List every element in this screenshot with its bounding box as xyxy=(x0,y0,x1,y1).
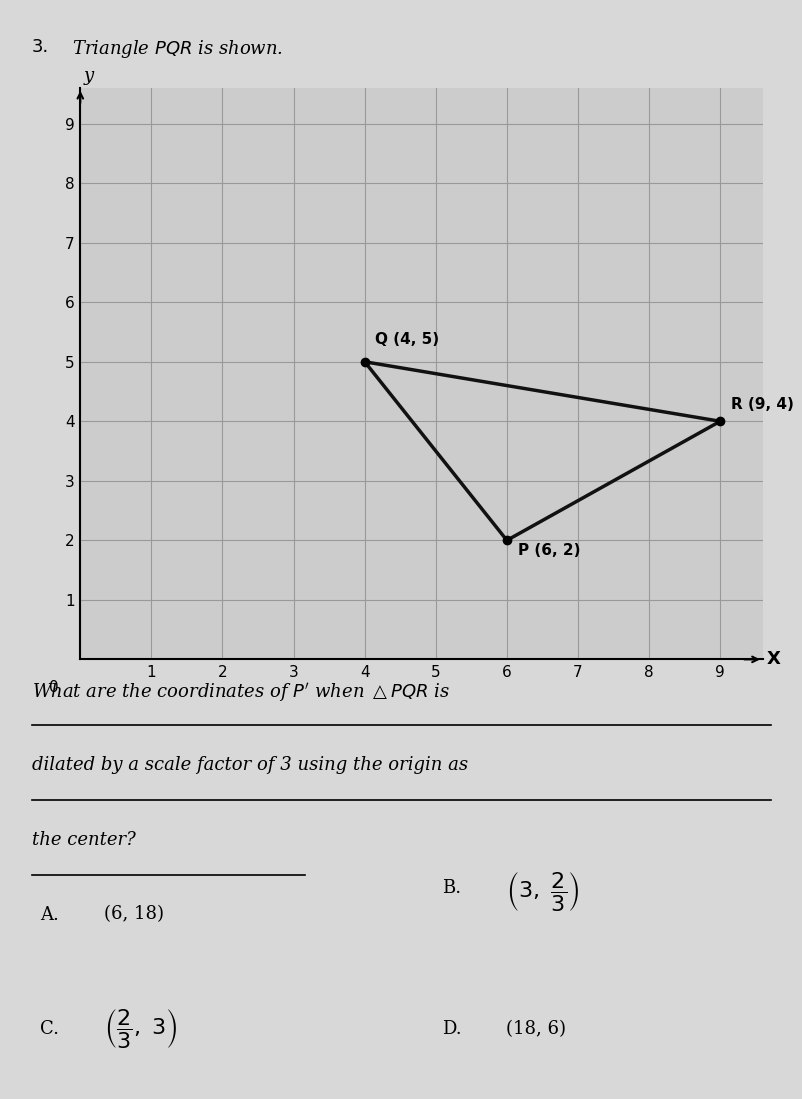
Text: $\left(\dfrac{2}{3},\ 3\right)$: $\left(\dfrac{2}{3},\ 3\right)$ xyxy=(104,1007,178,1050)
Text: the center?: the center? xyxy=(32,831,136,848)
Text: X: X xyxy=(765,651,780,668)
Text: Triangle $PQR$ is shown.: Triangle $PQR$ is shown. xyxy=(72,38,283,60)
Text: 0: 0 xyxy=(49,680,59,696)
Text: Q (4, 5): Q (4, 5) xyxy=(375,332,439,347)
Text: R (9, 4): R (9, 4) xyxy=(730,398,792,412)
Text: dilated by a scale factor of 3 using the origin as: dilated by a scale factor of 3 using the… xyxy=(32,756,468,774)
Text: A.: A. xyxy=(40,906,59,923)
Text: P (6, 2): P (6, 2) xyxy=(517,543,579,558)
Text: What are the coordinates of $P'$ when $\triangle PQR$ is: What are the coordinates of $P'$ when $\… xyxy=(32,681,450,704)
Text: (6, 18): (6, 18) xyxy=(104,906,164,923)
Text: B.: B. xyxy=(441,879,460,897)
Text: $\left(3,\ \dfrac{2}{3}\right)$: $\left(3,\ \dfrac{2}{3}\right)$ xyxy=(505,870,579,913)
Text: C.: C. xyxy=(40,1020,59,1037)
Text: (18, 6): (18, 6) xyxy=(505,1020,565,1037)
Text: 3.: 3. xyxy=(32,38,49,56)
Text: y: y xyxy=(83,67,94,85)
Text: D.: D. xyxy=(441,1020,460,1037)
